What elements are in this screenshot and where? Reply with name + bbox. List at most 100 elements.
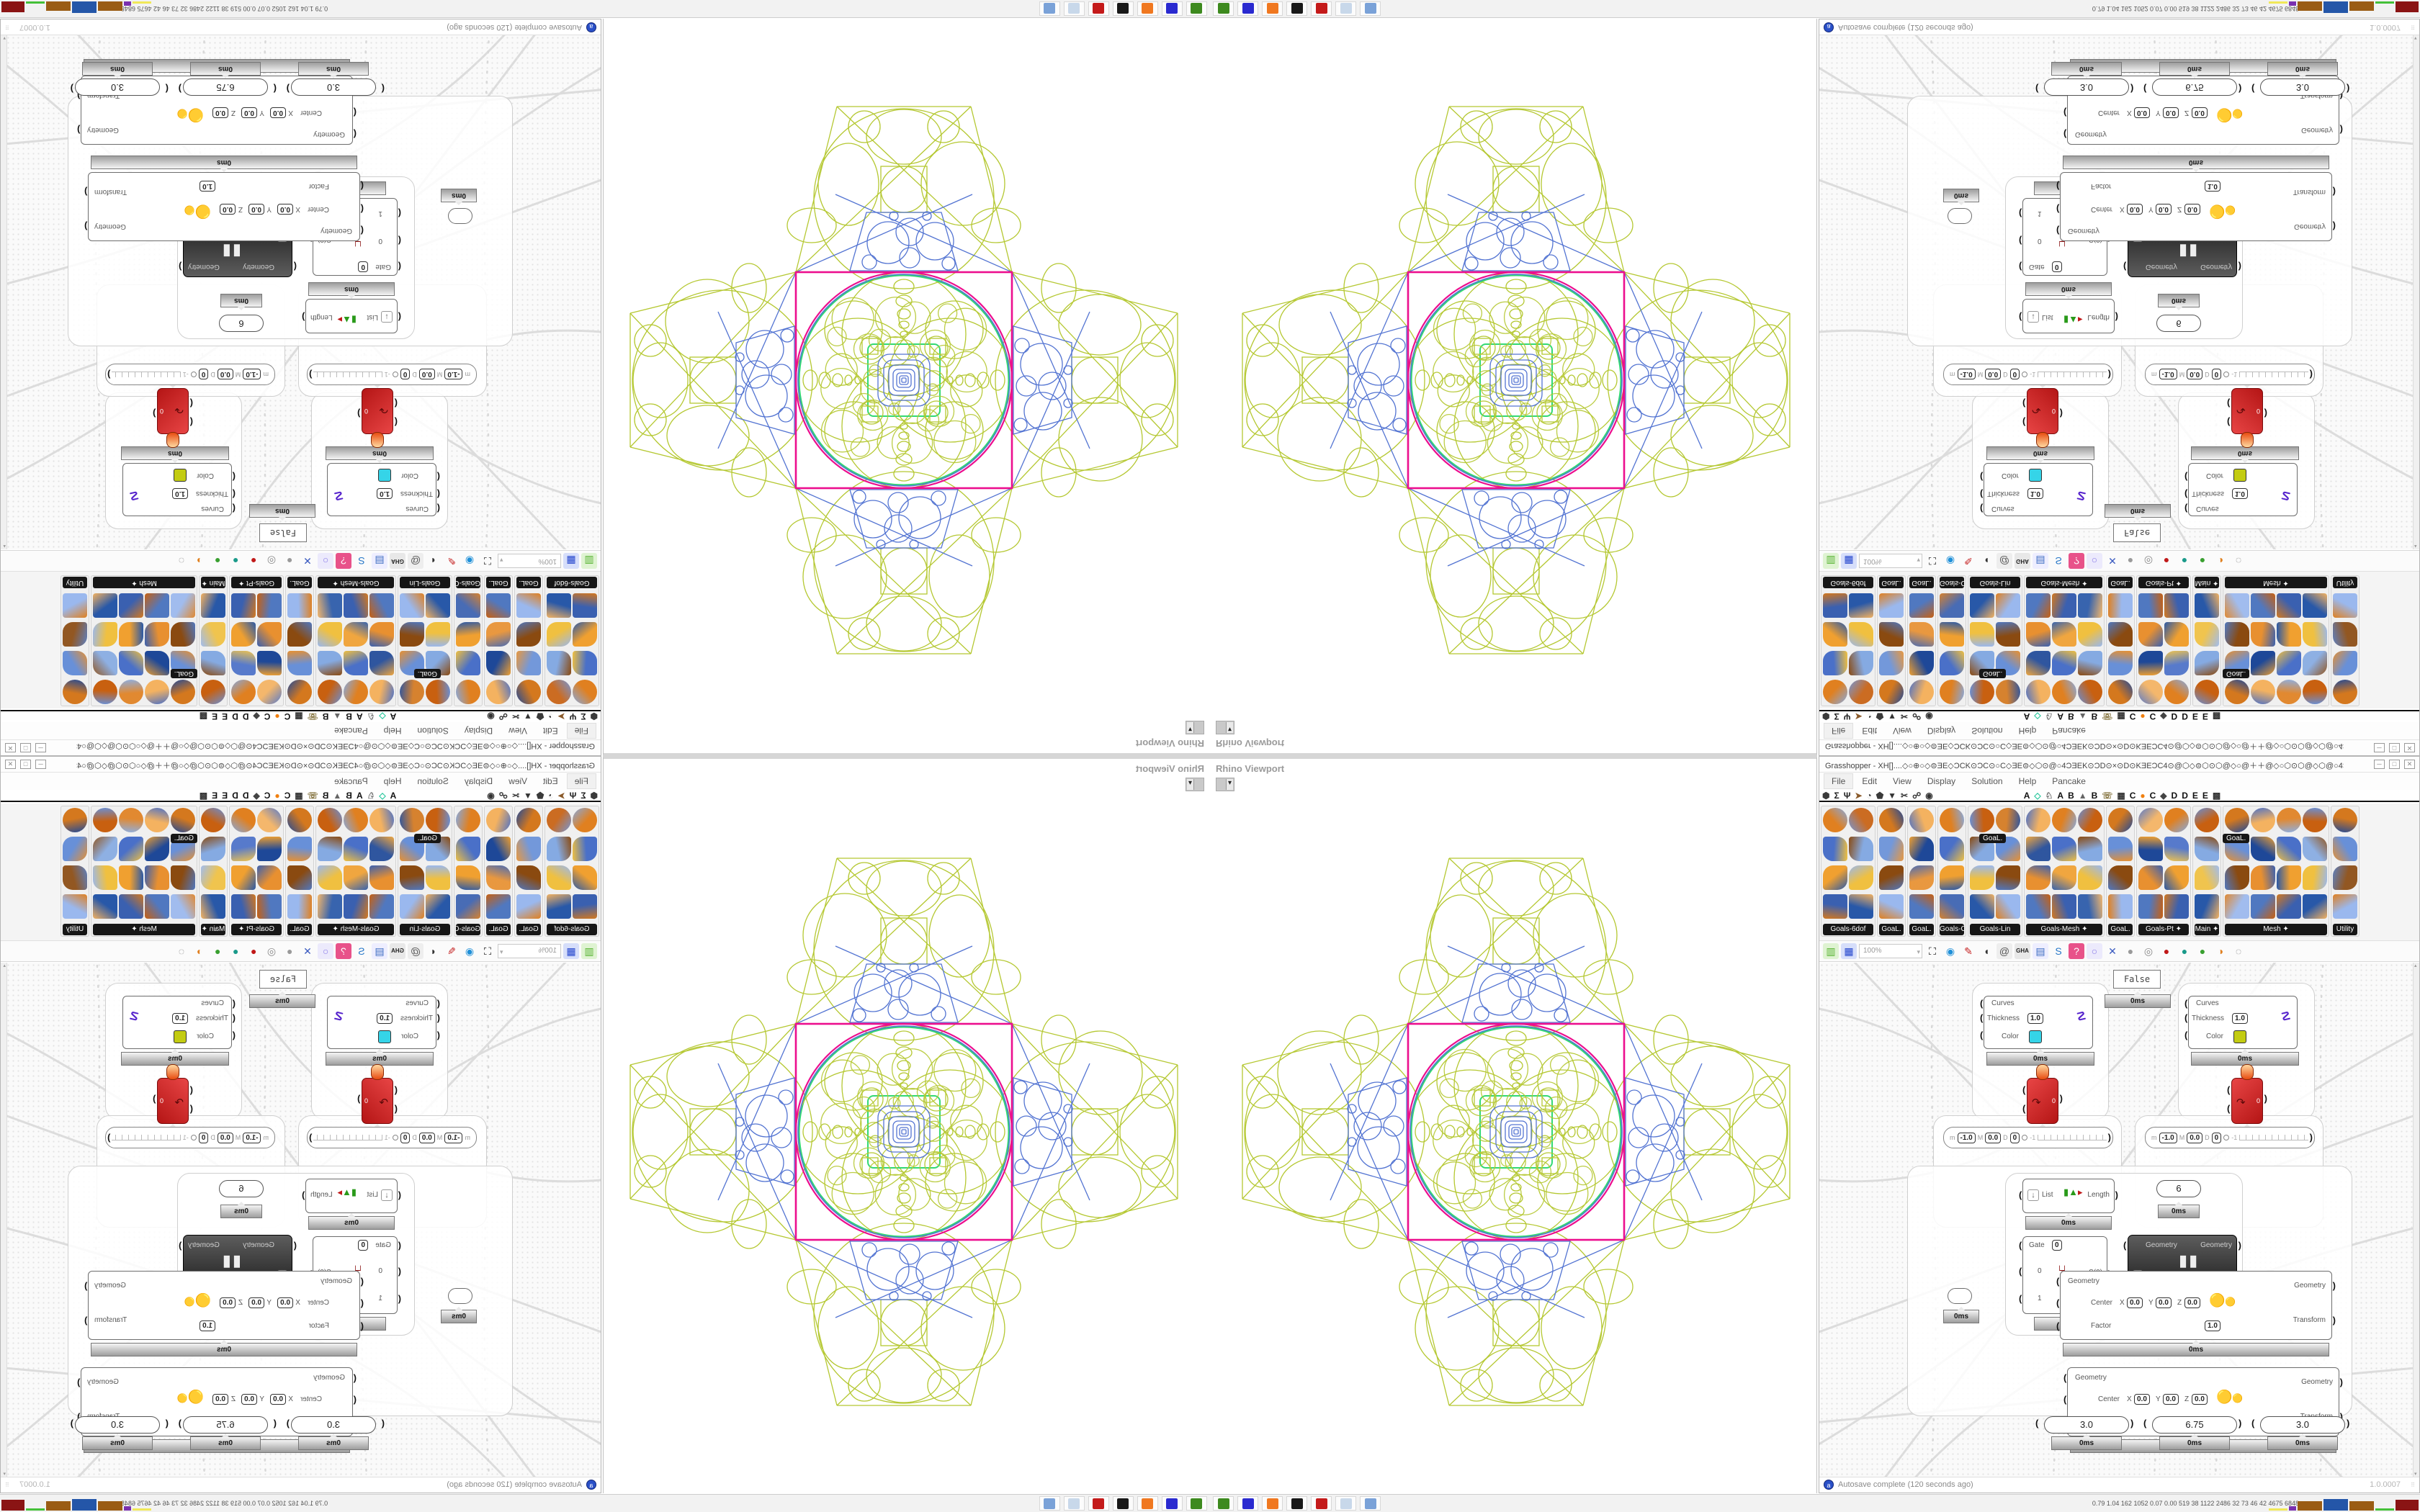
component-icon[interactable] xyxy=(400,808,424,832)
calculator-app-icon[interactable] xyxy=(1360,1,1381,16)
component-icon[interactable] xyxy=(231,651,256,675)
component-tab[interactable]: C xyxy=(2129,711,2136,721)
component-icon[interactable] xyxy=(2164,593,2189,618)
component-icon[interactable] xyxy=(573,593,597,618)
component-icon[interactable] xyxy=(486,680,511,704)
component-icon[interactable] xyxy=(486,837,511,861)
menu-help[interactable]: Help xyxy=(2018,726,2037,736)
component-icon[interactable] xyxy=(119,680,143,704)
gate-value[interactable]: 0 xyxy=(2052,261,2062,272)
component-icon[interactable] xyxy=(486,651,511,675)
component-icon[interactable] xyxy=(2078,894,2102,919)
component-icon[interactable] xyxy=(145,837,169,861)
output-transform[interactable]: Transform xyxy=(2293,1316,2326,1324)
color-swatch[interactable] xyxy=(378,469,391,482)
sphere-red-icon[interactable]: ● xyxy=(250,945,257,957)
component-tab[interactable]: ♘ xyxy=(2045,791,2053,801)
component-icon[interactable] xyxy=(369,894,394,919)
center-y[interactable]: 0.0 xyxy=(2163,1394,2179,1405)
menu-file[interactable]: File xyxy=(1824,723,1854,739)
calculator-app-icon[interactable] xyxy=(1039,1,1060,16)
component-icon[interactable] xyxy=(516,622,541,647)
component-icon[interactable] xyxy=(2303,865,2327,890)
component-icon[interactable] xyxy=(2195,865,2219,890)
custom-preview-component[interactable]: Curves Thickness 1.0 ☡ Color ((( xyxy=(122,463,236,516)
component-icon[interactable] xyxy=(2333,808,2357,832)
component-icon[interactable] xyxy=(257,837,282,861)
maximize-button[interactable]: □ xyxy=(20,743,31,752)
input-color[interactable]: Color xyxy=(2206,1032,2223,1040)
ribbon-panel-label[interactable]: Mesh ✦ xyxy=(2225,577,2327,588)
input-center[interactable]: Center xyxy=(2091,205,2113,213)
component-icon[interactable] xyxy=(257,808,282,832)
component-icon[interactable] xyxy=(456,651,480,675)
ribbon-panel-label[interactable]: Goals-Lin xyxy=(1970,924,2020,935)
preview-eye-icon[interactable]: ◉ xyxy=(1945,555,1955,567)
component-icon[interactable] xyxy=(63,837,87,861)
input-geometry[interactable]: Geometry xyxy=(2075,130,2107,138)
input-geometry[interactable]: Geometry xyxy=(313,130,345,138)
component-icon[interactable] xyxy=(1849,651,1873,675)
component-icon[interactable] xyxy=(1940,808,1964,832)
output-geometry[interactable]: Geometry xyxy=(2200,1241,2232,1249)
digits-value[interactable]: 0 xyxy=(400,1132,411,1143)
component-icon[interactable] xyxy=(1909,837,1934,861)
component-icon[interactable] xyxy=(119,593,143,618)
ribbon-panel-label[interactable]: GoaL. xyxy=(1909,924,1934,935)
component-icon[interactable] xyxy=(369,865,394,890)
component-icon[interactable] xyxy=(93,894,117,919)
cross-wires-icon[interactable]: ✕ xyxy=(2108,555,2117,567)
grasshopper-titlebar[interactable]: Grasshopper - XH[]....◇○⊕○◇⊜ƎE◇ƆCK⊙ƆC⊙○C… xyxy=(1,757,601,773)
canvas-scrollbar[interactable] xyxy=(2413,963,2419,1477)
ribbon-panel-label[interactable]: GoaL. xyxy=(516,924,541,935)
component-icon[interactable] xyxy=(2138,865,2163,890)
component-icon[interactable] xyxy=(1909,865,1934,890)
component-icon[interactable] xyxy=(344,680,368,704)
component-tab[interactable]: ☏ xyxy=(2102,711,2113,721)
component-icon[interactable] xyxy=(1909,808,1934,832)
component-icon[interactable] xyxy=(63,894,87,919)
component-tab[interactable]: B xyxy=(322,791,329,801)
input-factor[interactable]: Factor xyxy=(308,182,329,190)
input-center[interactable]: Center xyxy=(2098,109,2120,117)
scale-component[interactable]: Geometry Center X 0.0 Y 0.0 Z 0.0 🟡🟡 Fac… xyxy=(84,1271,364,1340)
center-z[interactable]: 0.0 xyxy=(212,1394,228,1405)
sphere-green-icon[interactable]: ● xyxy=(2199,945,2206,957)
max-value[interactable]: 0.0 xyxy=(2187,369,2203,380)
input-geometry[interactable]: Geometry xyxy=(313,1374,345,1382)
center-y[interactable]: 0.0 xyxy=(2163,107,2179,118)
component-icon[interactable] xyxy=(2225,865,2249,890)
ribbon-panel-label[interactable]: GoaL. xyxy=(2108,577,2133,588)
input-thickness[interactable]: Thickness xyxy=(1987,490,2020,498)
component-icon[interactable] xyxy=(318,808,342,832)
input-thickness[interactable]: Thickness xyxy=(400,490,433,498)
menu-file[interactable]: File xyxy=(566,773,596,789)
search-icon[interactable]: S xyxy=(2055,945,2062,957)
component-tab[interactable]: B xyxy=(2091,711,2098,721)
input-list[interactable]: List xyxy=(2042,1191,2053,1199)
output-transform[interactable]: Transform xyxy=(94,188,127,196)
input-color[interactable]: Color xyxy=(2002,1032,2019,1040)
component-icon[interactable] xyxy=(257,593,282,618)
component-icon[interactable] xyxy=(93,808,117,832)
list-length-component[interactable]: ↓ List ▮▲▸ Length () xyxy=(2019,1179,2118,1213)
component-icon[interactable] xyxy=(2333,622,2357,647)
component-icon[interactable] xyxy=(2052,808,2076,832)
gate-value[interactable]: 0 xyxy=(358,261,368,272)
component-icon[interactable] xyxy=(201,593,225,618)
component-icon[interactable] xyxy=(257,680,282,704)
component-icon[interactable] xyxy=(2303,622,2327,647)
ribbon-overflow-chip[interactable]: GoaL. xyxy=(1979,834,2007,843)
balloon-icon[interactable]: ○ xyxy=(2087,553,2102,569)
component-icon[interactable] xyxy=(426,680,450,704)
component-icon[interactable] xyxy=(1970,894,1994,919)
component-icon[interactable] xyxy=(547,622,571,647)
center-x[interactable]: 0.0 xyxy=(2127,204,2143,215)
component-icon[interactable] xyxy=(344,651,368,675)
component-icon[interactable] xyxy=(63,622,87,647)
component-icon[interactable] xyxy=(1996,680,2020,704)
component-icon[interactable] xyxy=(2333,865,2357,890)
number-slider[interactable]: 6.75 xyxy=(183,1416,268,1434)
open-file-icon[interactable]: ▥ xyxy=(581,553,597,569)
component-icon[interactable] xyxy=(2333,651,2357,675)
